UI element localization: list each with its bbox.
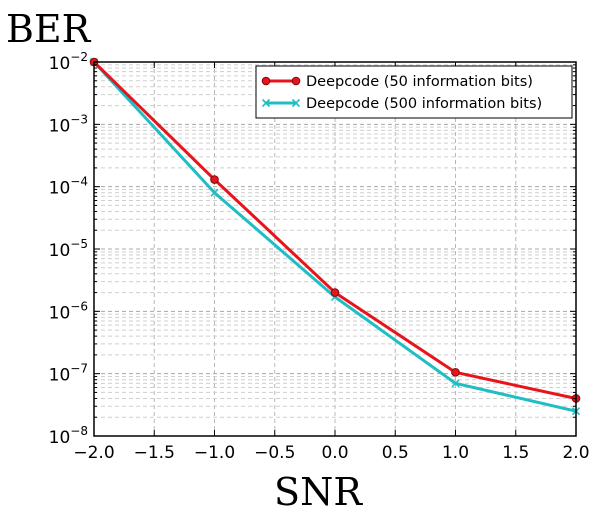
data-point — [291, 76, 301, 86]
x-tick-label: −2.0 — [73, 443, 114, 463]
y-axis-title: BER — [6, 7, 92, 51]
y-tick-label: 10−5 — [49, 237, 88, 261]
data-point — [210, 175, 219, 184]
legend-box — [255, 65, 573, 119]
x-tick-label: −1.5 — [134, 443, 175, 463]
data-point — [261, 76, 271, 86]
legend-label: Deepcode (50 information bits) — [306, 74, 533, 90]
data-point-stroke — [210, 188, 219, 197]
x-tick-label: 1.5 — [502, 443, 529, 463]
data-point — [330, 288, 340, 297]
x-tick-label: 1.0 — [442, 443, 469, 463]
legend-entry: Deepcode (50 information bits) — [261, 74, 533, 90]
data-point-stroke — [261, 98, 271, 108]
series-layer — [89, 57, 581, 416]
ticks: −2.0 −1.5 −1.0 −0.5 0.0 0.5 1.0 1.5 2.0 10−8 10−7 1… — [49, 50, 590, 463]
x-tick-label: −0.5 — [254, 443, 295, 463]
x-tick-label: −1.0 — [194, 443, 235, 463]
x-tick-label: 0.5 — [382, 443, 409, 463]
data-point — [261, 98, 271, 108]
x-axis-title: SNR — [274, 470, 363, 506]
data-point-stroke — [291, 98, 301, 108]
data-point — [451, 379, 460, 388]
legend-entry: Deepcode (500 information bits) — [261, 96, 542, 112]
data-point — [210, 188, 219, 197]
x-tick-label: 0.0 — [321, 443, 348, 463]
y-tick-label: 10−6 — [49, 299, 88, 323]
y-tick-label: 10−4 — [49, 175, 88, 199]
x-tick-label: 2.0 — [562, 443, 589, 463]
data-point-stroke — [451, 379, 460, 388]
y-tick-label: 10−2 — [49, 50, 88, 74]
y-tick-label: 10−3 — [49, 112, 88, 136]
y-tick-label: 10−8 — [49, 424, 88, 448]
data-point — [451, 368, 460, 377]
data-point — [291, 98, 301, 108]
legend-label: Deepcode (500 information bits) — [306, 96, 542, 112]
legend: Deepcode (50 information bits) Deepcode (… — [255, 65, 573, 119]
y-tick-label: 10−7 — [49, 362, 88, 386]
